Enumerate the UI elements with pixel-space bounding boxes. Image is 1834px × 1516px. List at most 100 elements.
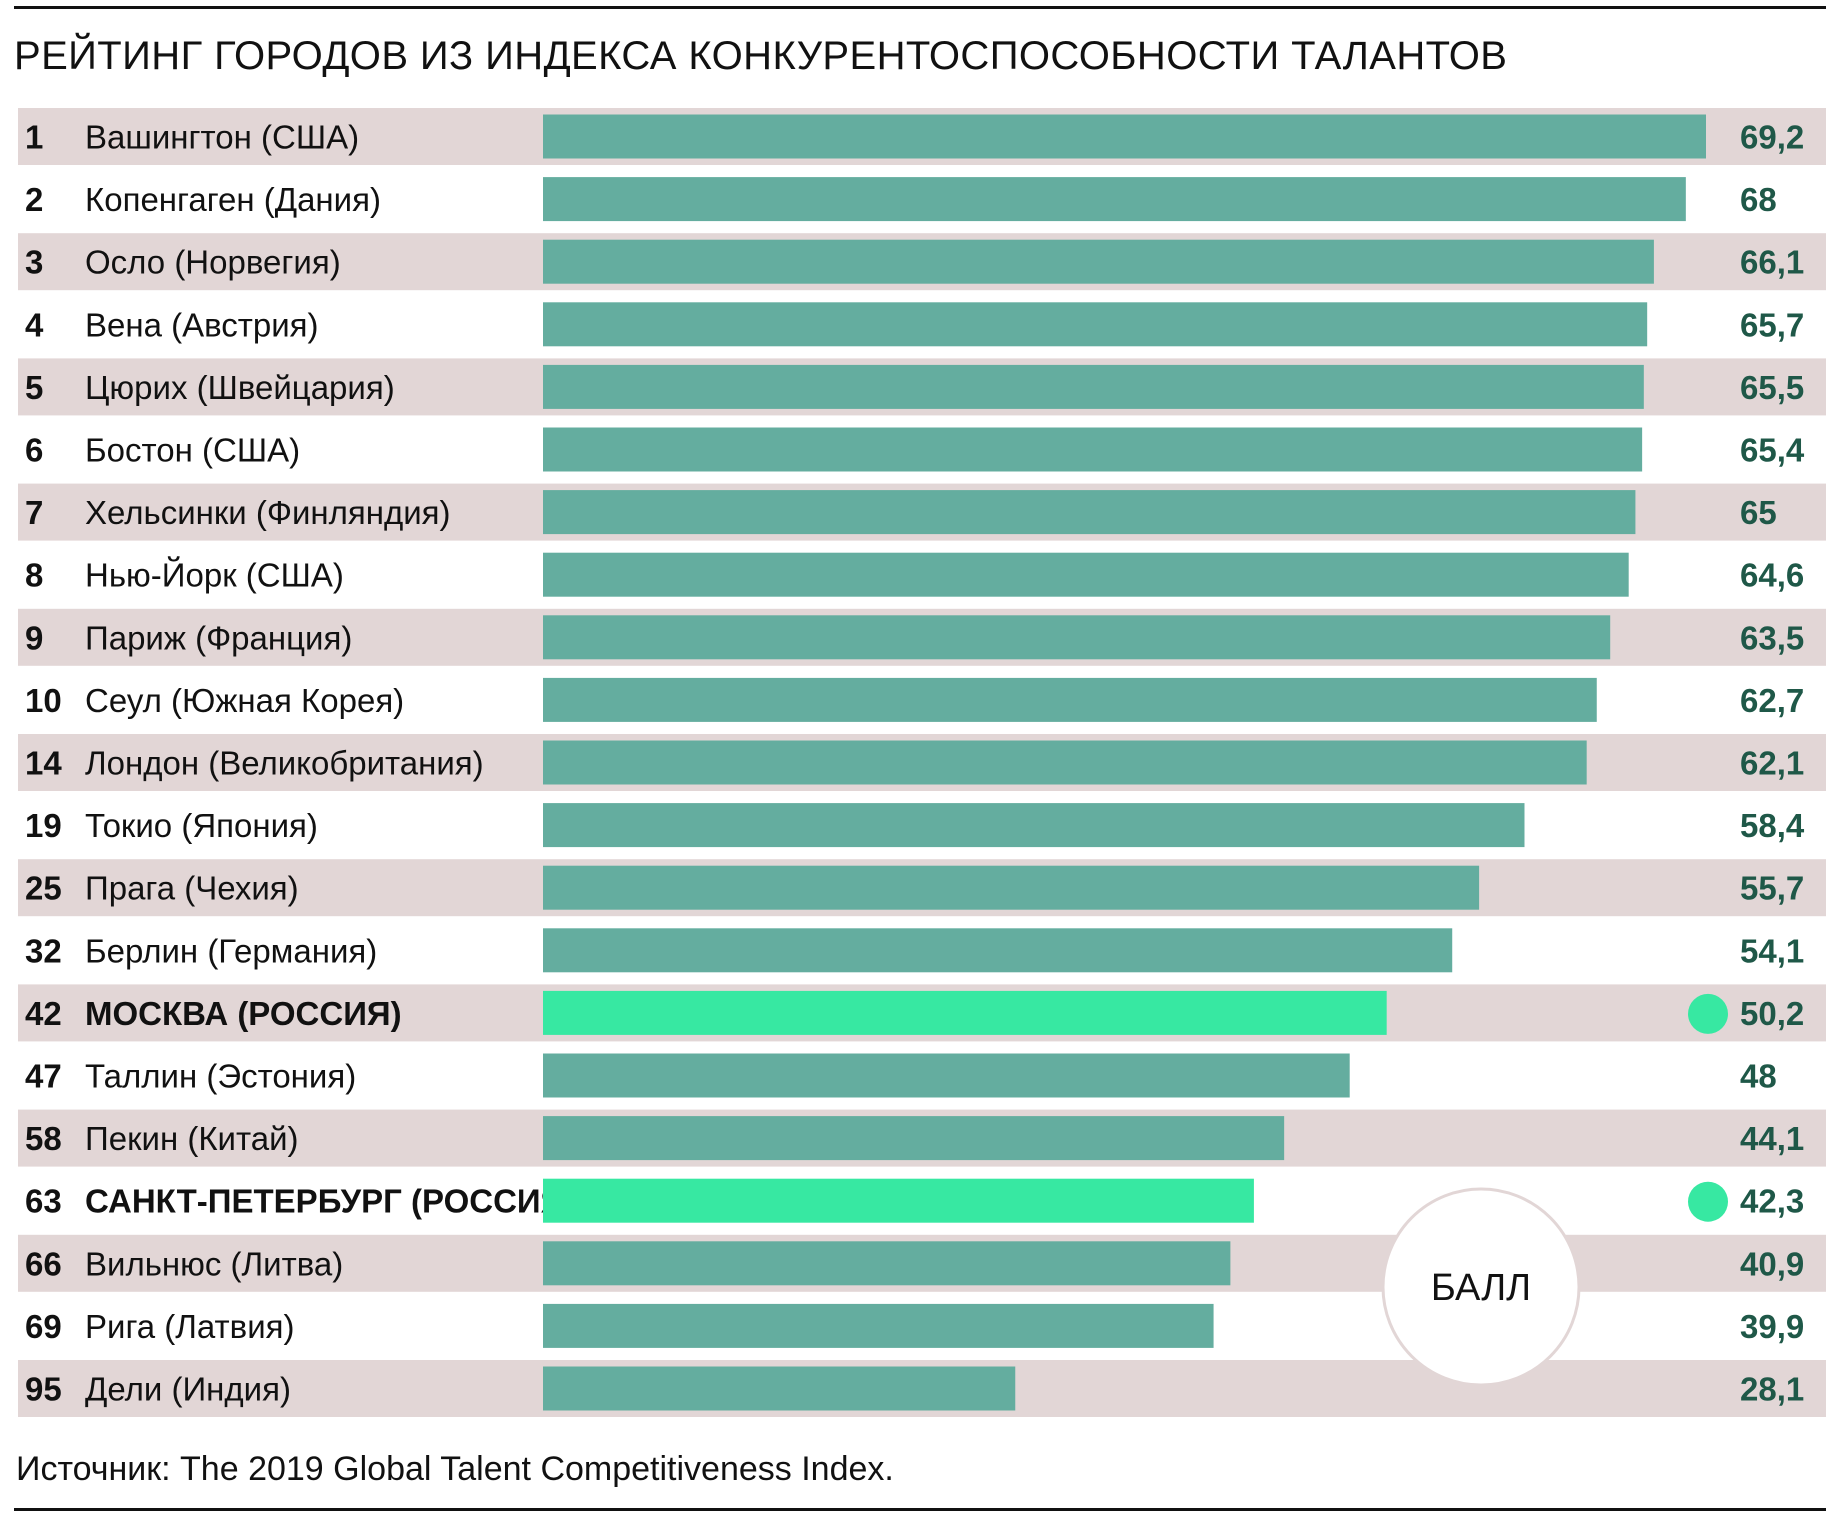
rank-label: 7 <box>25 494 43 531</box>
city-label: Вильнюс (Литва) <box>85 1245 343 1282</box>
table-row: 5 Цюрих (Швейцария) 65,5 <box>18 358 1826 416</box>
bar <box>543 427 1643 472</box>
table-row: 19 Токио (Япония) 58,4 <box>25 803 1805 848</box>
table-row: 14 Лондон (Великобритания) 62,1 <box>18 734 1826 791</box>
bar <box>543 1366 1016 1411</box>
city-label: Прага (Чехия) <box>85 870 299 907</box>
table-row: 1 Вашингтон (США) 69,2 <box>18 108 1826 165</box>
rank-label: 10 <box>25 682 62 719</box>
value-label: 48 <box>1740 1058 1777 1095</box>
rank-label: 58 <box>25 1120 62 1157</box>
value-label: 62,1 <box>1740 745 1804 782</box>
bar <box>543 740 1587 785</box>
table-row: 25 Прага (Чехия) 55,7 <box>18 859 1826 917</box>
table-row: 69 Рига (Латвия) 39,9 <box>25 1303 1804 1348</box>
table-row: 32 Берлин (Германия) 54,1 <box>25 928 1804 973</box>
city-label: Цюрих (Швейцария) <box>85 369 395 406</box>
city-label: Берлин (Германия) <box>85 932 377 969</box>
city-label: Бостон (США) <box>85 432 300 469</box>
rank-label: 95 <box>25 1371 62 1408</box>
city-label: Токио (Япония) <box>85 807 318 844</box>
bar <box>543 1178 1254 1223</box>
table-row: 63 САНКТ-ПЕТЕРБУРГ (РОССИЯ) 42,3 <box>25 1178 1804 1223</box>
bar <box>543 364 1644 409</box>
value-label: 55,7 <box>1740 870 1804 907</box>
city-label: Нью-Йорк (США) <box>85 557 344 594</box>
value-label: 66,1 <box>1740 244 1804 281</box>
source-note: Источник: The 2019 Global Talent Competi… <box>16 1450 894 1488</box>
table-row: 8 Нью-Йорк (США) 64,6 <box>25 552 1804 597</box>
table-row: 3 Осло (Норвегия) 66,1 <box>18 233 1826 291</box>
value-label: 58,4 <box>1740 807 1805 844</box>
value-label: 62,7 <box>1740 682 1804 719</box>
unit-badge-circle <box>1381 1187 1581 1387</box>
bottom-rule <box>14 1508 1826 1511</box>
city-label: Вена (Австрия) <box>85 306 319 343</box>
value-label: 65 <box>1740 494 1777 531</box>
bar <box>543 928 1453 973</box>
bar <box>543 803 1525 848</box>
city-label: Копенгаген (Дания) <box>85 181 381 218</box>
top-rule <box>14 6 1826 9</box>
bar <box>543 177 1686 222</box>
bar <box>543 1303 1214 1348</box>
bar <box>543 114 1706 159</box>
city-label: Таллин (Эстония) <box>85 1058 356 1095</box>
city-label: МОСКВА (РОССИЯ) <box>85 995 402 1032</box>
city-label: Пекин (Китай) <box>85 1120 299 1157</box>
rank-label: 69 <box>25 1308 62 1345</box>
table-row: 9 Париж (Франция) 63,5 <box>18 608 1826 666</box>
rank-label: 5 <box>25 369 43 406</box>
rank-label: 25 <box>25 870 62 907</box>
bar-chart: 1 Вашингтон (США) 69,2 2 Копенгаген (Дания) 6… <box>18 108 1826 1428</box>
rank-label: 63 <box>25 1183 62 1220</box>
highlight-dot <box>1688 1181 1728 1222</box>
table-row: 95 Дели (Индия) 28,1 <box>18 1360 1826 1417</box>
rank-label: 14 <box>25 745 62 782</box>
value-label: 64,6 <box>1740 557 1804 594</box>
unit-badge-label: БАЛЛ <box>1431 1267 1531 1309</box>
rank-label: 3 <box>25 244 43 281</box>
table-row: 58 Пекин (Китай) 44,1 <box>18 1109 1826 1167</box>
value-label: 63,5 <box>1740 619 1804 656</box>
city-label: САНКТ-ПЕТЕРБУРГ (РОССИЯ) <box>85 1183 575 1220</box>
bar <box>543 990 1387 1035</box>
city-label: Хельсинки (Финляндия) <box>85 494 451 531</box>
rank-label: 2 <box>25 181 43 218</box>
bar <box>543 239 1654 284</box>
value-label: 69,2 <box>1740 119 1804 156</box>
bar <box>543 1116 1285 1161</box>
bar <box>543 552 1629 597</box>
value-label: 65,5 <box>1740 369 1804 406</box>
rank-label: 47 <box>25 1058 62 1095</box>
value-label: 65,4 <box>1740 432 1805 469</box>
table-row: 42 МОСКВА (РОССИЯ) 50,2 <box>18 984 1826 1042</box>
value-label: 68 <box>1740 181 1777 218</box>
value-label: 50,2 <box>1740 995 1804 1032</box>
bar <box>543 302 1648 347</box>
value-label: 42,3 <box>1740 1183 1804 1220</box>
rank-label: 9 <box>25 619 43 656</box>
bar <box>543 1241 1231 1286</box>
city-label: Сеул (Южная Корея) <box>85 682 404 719</box>
rank-label: 42 <box>25 995 62 1032</box>
bar <box>543 1053 1350 1098</box>
rank-label: 66 <box>25 1245 62 1282</box>
rank-label: 1 <box>25 119 43 156</box>
bar <box>543 677 1597 722</box>
rank-label: 32 <box>25 932 62 969</box>
table-row: 47 Таллин (Эстония) 48 <box>25 1053 1777 1098</box>
bar <box>543 490 1636 535</box>
value-label: 40,9 <box>1740 1245 1804 1282</box>
value-label: 44,1 <box>1740 1120 1804 1157</box>
bar-chart-svg: 1 Вашингтон (США) 69,2 2 Копенгаген (Дания) 6… <box>18 108 1826 1417</box>
city-label: Вашингтон (США) <box>85 119 359 156</box>
rank-label: 19 <box>25 807 62 844</box>
highlight-dot <box>1688 993 1728 1034</box>
value-label: 28,1 <box>1740 1371 1804 1408</box>
city-label: Париж (Франция) <box>85 619 352 656</box>
table-row: 7 Хельсинки (Финляндия) 65 <box>18 483 1826 541</box>
city-label: Лондон (Великобритания) <box>85 745 484 782</box>
chart-title: РЕЙТИНГ ГОРОДОВ ИЗ ИНДЕКСА КОНКУРЕНТОСПО… <box>14 34 1508 78</box>
city-label: Рига (Латвия) <box>85 1308 295 1345</box>
